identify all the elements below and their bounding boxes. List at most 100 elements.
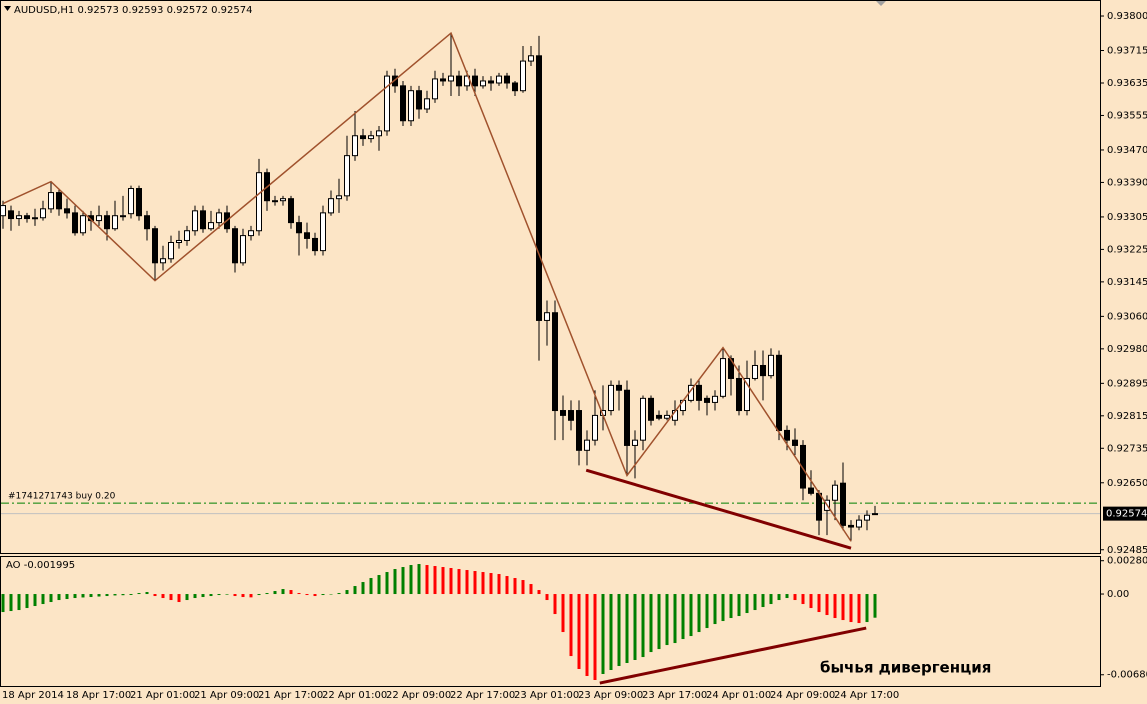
candle-body	[56, 192, 62, 210]
candle-body	[504, 75, 510, 84]
candle-body	[8, 210, 14, 220]
x-tick-label: 24 Apr 17:00	[834, 690, 899, 701]
candle-body	[312, 237, 318, 252]
candle-body	[544, 312, 550, 321]
current-price-box	[1103, 506, 1147, 521]
candle-body	[352, 135, 358, 157]
candle-body	[400, 85, 406, 122]
candle-body	[640, 397, 646, 441]
candle-body	[536, 55, 542, 321]
candle-body	[216, 212, 222, 224]
candle-body	[584, 439, 590, 451]
candle-body	[752, 364, 758, 379]
candle-body	[384, 75, 390, 132]
y-tick-label: 0.93635	[1107, 78, 1147, 89]
x-tick-label: 21 Apr 09:00	[194, 690, 259, 701]
candle-body	[192, 210, 198, 232]
candle-body	[96, 215, 102, 222]
y-tick-label: 0.92895	[1107, 378, 1147, 389]
x-tick-label: 18 Apr 2014	[2, 690, 64, 701]
y-tick-label: 0.002807	[1107, 556, 1147, 567]
candle-body	[840, 482, 846, 526]
candle-body	[784, 429, 790, 441]
y-tick-label: 0.92980	[1107, 344, 1147, 355]
candle-body	[208, 222, 214, 230]
divergence-line	[585, 468, 852, 550]
candle-body	[776, 354, 782, 431]
candle-body	[416, 90, 422, 110]
candle-body	[592, 414, 598, 441]
candle-body	[632, 439, 638, 446]
x-tick-label: 23 Apr 17:00	[642, 690, 707, 701]
candle-body	[872, 513, 878, 516]
candle-body	[768, 354, 774, 377]
y-tick-label: 0.93470	[1107, 145, 1147, 156]
last-open: 0.92573	[77, 5, 118, 16]
candle-body	[480, 80, 486, 87]
candle-body	[744, 377, 750, 412]
candle-body	[168, 242, 174, 260]
candle-body	[520, 60, 526, 92]
candle-body	[656, 414, 662, 419]
candle-body	[864, 514, 870, 521]
candle-body	[432, 78, 438, 100]
ao-pane-frame	[0, 556, 1101, 687]
candle-body	[704, 397, 710, 403]
y-tick-label: -0.006802	[1107, 670, 1147, 681]
candle-body	[240, 235, 246, 264]
candle-body	[256, 172, 262, 232]
candle-body	[568, 410, 574, 421]
candle-body	[112, 215, 118, 230]
candle-body	[200, 210, 206, 230]
x-tick-label: 18 Apr 17:00	[66, 690, 131, 701]
candle-body	[344, 155, 350, 197]
candle-body	[408, 90, 414, 122]
candle-body	[24, 215, 30, 220]
candle-body	[80, 215, 86, 234]
ao-title: AO -0.001995	[6, 560, 75, 571]
annotation: бычья дивергенция	[820, 659, 991, 677]
ao-name: AO	[6, 560, 21, 571]
candle-body	[320, 212, 326, 252]
candle-body	[128, 188, 134, 215]
symbol: AUDUSD,H1	[14, 5, 74, 16]
y-tick-label: 0.93305	[1107, 212, 1147, 223]
candle-body	[288, 198, 294, 224]
candle-body	[552, 312, 558, 412]
y-tick-label: 0.00	[1107, 589, 1129, 600]
candle-body	[0, 205, 6, 217]
candle-body	[232, 228, 238, 264]
y-tick-label: 0.93800	[1107, 11, 1147, 22]
candle-body	[720, 358, 726, 397]
candle-body	[456, 75, 462, 87]
x-tick-label: 23 Apr 09:00	[578, 690, 643, 701]
candle-body	[296, 222, 302, 234]
candle-body	[176, 239, 182, 243]
chart-title: AUDUSD,H1 0.92573 0.92593 0.92572 0.9257…	[14, 5, 252, 16]
y-tick-label: 0.93145	[1107, 277, 1147, 288]
candle-body	[184, 230, 190, 241]
candle-body	[664, 414, 670, 419]
ao-last-value: -0.001995	[24, 560, 75, 571]
y-tick-label: 0.93390	[1107, 177, 1147, 188]
candle-body	[304, 232, 310, 239]
candle-body	[560, 410, 566, 416]
current-price-label: 0.92574	[1106, 509, 1147, 520]
candle-body	[160, 258, 166, 264]
y-tick-label: 0.92650	[1107, 478, 1147, 489]
candle-body	[144, 215, 150, 230]
candle-body	[648, 397, 654, 421]
candle-body	[800, 444, 806, 489]
candle-body	[64, 208, 70, 214]
candle-body	[104, 215, 110, 230]
candle-body	[392, 75, 398, 87]
candle-body	[136, 188, 142, 217]
last-high: 0.92593	[122, 5, 163, 16]
y-tick-label: 0.93225	[1107, 244, 1147, 255]
candle-body	[32, 217, 38, 220]
candle-body	[624, 389, 630, 446]
x-tick-label: 22 Apr 01:00	[322, 690, 387, 701]
candle-body	[328, 198, 334, 214]
candle-body	[448, 75, 454, 82]
candle-body	[512, 82, 518, 92]
